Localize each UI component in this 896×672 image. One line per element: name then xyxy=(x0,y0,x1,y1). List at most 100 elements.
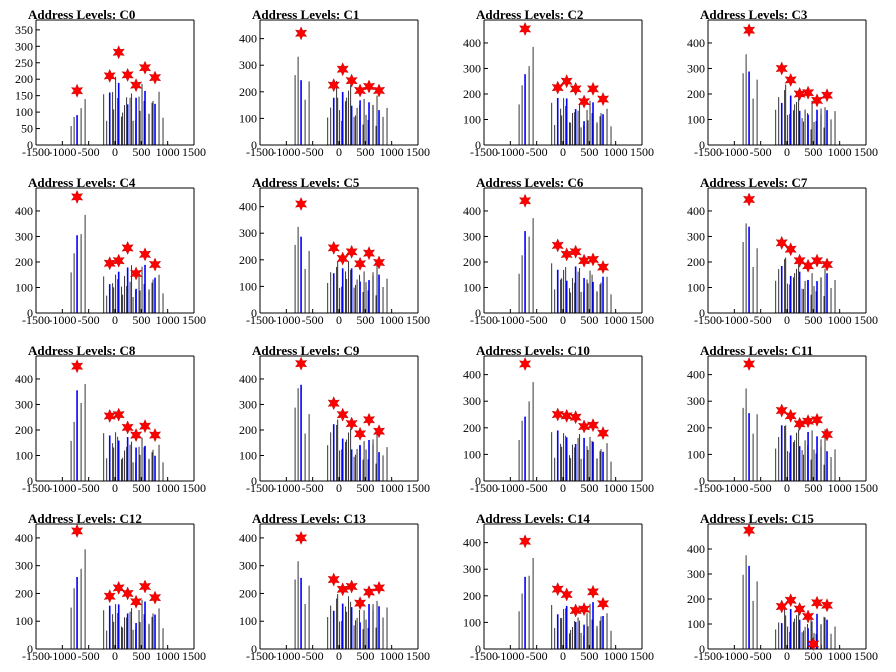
chart-plot: 0 100 200 300 400 -1500-1000 -500 0 500 1000 1500 xyxy=(239,355,430,495)
x-tick-label: -500 xyxy=(302,649,324,663)
star-icon xyxy=(327,396,340,411)
y-tick-label: 400 xyxy=(687,36,705,50)
y-tick-label: 300 xyxy=(15,39,33,53)
x-tick-label: 0 xyxy=(784,145,790,159)
star-icon xyxy=(345,244,358,259)
x-tick-label: 500 xyxy=(132,313,150,327)
chart-panel: Address Levels: C10 0 100 200 300 400 -1500 -10… xyxy=(448,336,672,504)
chart-title: Address Levels: C11 xyxy=(700,343,814,358)
chart-plot: 0 100 200 300 400 -1500-1000 -500 0 500 1000 1500 xyxy=(15,523,206,663)
star-icon xyxy=(130,78,143,93)
chart-plot: 0 100 200 300 400 -1500-1000 -500 0 500 1000 1500 xyxy=(463,19,654,159)
star-icon xyxy=(336,251,349,266)
y-tick-label: 100 xyxy=(15,448,33,462)
y-tick-label: 400 xyxy=(15,204,33,218)
star-icon xyxy=(586,418,600,433)
y-tick-label: 400 xyxy=(687,204,705,218)
chart-panel: Address Levels: C7 0 100 200 300 400 -1500 -100… xyxy=(672,168,896,336)
chart-panel: Address Levels: C4 0 100 200 300 400 -1500 -100… xyxy=(0,168,224,336)
x-tick-label: -1000 xyxy=(720,313,748,327)
star-icon xyxy=(327,572,340,587)
x-tick-label: 0 xyxy=(112,481,118,495)
x-tick-label: -500 xyxy=(78,145,100,159)
chart-panel: Address Levels: C0 0 50 100 150 200 250 300 350 -… xyxy=(0,0,224,168)
x-tick-label: -500 xyxy=(750,649,772,663)
y-tick-label: 350 xyxy=(15,23,33,37)
y-tick-label: 100 xyxy=(239,448,257,462)
x-tick-label: 1000 xyxy=(380,145,404,159)
star-icon xyxy=(112,253,125,268)
y-tick-label: 200 xyxy=(239,85,257,99)
star-icon xyxy=(743,523,756,538)
chart-plot: 0 100 200 300 400 -1500-1000 -500 0 500 1000 1500 xyxy=(687,19,878,159)
y-tick-label: 300 xyxy=(687,567,705,581)
x-tick-label: 500 xyxy=(356,649,374,663)
star-icon xyxy=(560,587,573,602)
star-icon xyxy=(362,585,376,600)
x-tick-label: 1500 xyxy=(182,145,206,159)
x-tick-label: -1000 xyxy=(720,649,748,663)
y-tick-label: 0 xyxy=(475,306,481,320)
star-icon xyxy=(810,595,824,610)
star-icon xyxy=(743,23,756,38)
star-icon xyxy=(569,81,582,96)
x-tick-label: -500 xyxy=(526,649,548,663)
x-tick-label: 1500 xyxy=(182,313,206,327)
x-tick-label: -1000 xyxy=(48,481,76,495)
star-icon xyxy=(586,584,600,599)
star-icon xyxy=(519,193,532,208)
x-tick-label: 1500 xyxy=(182,649,206,663)
y-tick-label: 100 xyxy=(463,615,481,629)
y-tick-label: 100 xyxy=(463,447,481,461)
x-tick-label: 1000 xyxy=(156,313,180,327)
y-tick-label: 100 xyxy=(687,447,705,461)
x-tick-label: -500 xyxy=(750,145,772,159)
star-icon xyxy=(138,60,152,75)
star-icon xyxy=(362,79,376,94)
x-tick-label: 1500 xyxy=(854,313,878,327)
x-tick-label: -1500 xyxy=(22,649,50,663)
x-tick-label: -1500 xyxy=(694,313,722,327)
y-tick-label: 100 xyxy=(463,112,481,126)
x-tick-label: 1000 xyxy=(828,145,852,159)
star-icon xyxy=(121,67,134,82)
chart-panel: Address Levels: C14 0 100 200 300 400 -1500 -10… xyxy=(448,504,672,672)
x-tick-label: 500 xyxy=(356,481,374,495)
star-icon xyxy=(295,530,308,545)
y-tick-label: 400 xyxy=(463,368,481,382)
star-icon xyxy=(560,74,573,89)
x-tick-label: -1500 xyxy=(694,481,722,495)
chart-panel: Address Levels: C12 0 100 200 300 400 -1500 -10… xyxy=(0,504,224,672)
star-icon xyxy=(519,21,532,36)
star-icon xyxy=(586,252,600,267)
star-icon xyxy=(784,72,797,87)
chart-title: Address Levels: C3 xyxy=(700,7,808,22)
star-icon xyxy=(130,594,143,609)
x-tick-label: -1500 xyxy=(246,313,274,327)
y-tick-label: 300 xyxy=(463,61,481,75)
y-tick-label: 300 xyxy=(239,226,257,240)
x-tick-label: -1500 xyxy=(246,649,274,663)
star-icon xyxy=(820,88,834,103)
x-tick-label: -1500 xyxy=(470,481,498,495)
y-tick-label: 400 xyxy=(687,542,705,556)
y-tick-label: 200 xyxy=(15,255,33,269)
x-tick-label: -1000 xyxy=(496,481,524,495)
x-tick-label: -1000 xyxy=(272,649,300,663)
y-tick-label: 100 xyxy=(239,279,257,293)
star-icon xyxy=(802,85,815,100)
star-icon xyxy=(743,356,756,371)
x-tick-label: 1500 xyxy=(630,649,654,663)
y-tick-label: 400 xyxy=(15,372,33,386)
x-tick-label: -1000 xyxy=(272,145,300,159)
x-tick-label: 500 xyxy=(580,649,598,663)
chart-plot: 0 100 200 300 400 -1500-1000 -500 0 500 1000 1500 xyxy=(687,523,878,663)
star-icon xyxy=(596,260,610,275)
y-tick-label: 300 xyxy=(687,61,705,75)
star-icon xyxy=(569,410,582,425)
chart-title: Address Levels: C7 xyxy=(700,175,808,190)
star-icon xyxy=(596,426,610,441)
y-tick-label: 0 xyxy=(251,642,257,656)
star-icon xyxy=(121,420,134,435)
